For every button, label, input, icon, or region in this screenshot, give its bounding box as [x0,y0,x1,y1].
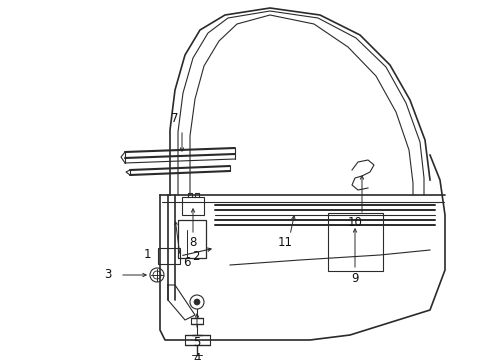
Bar [328,213,383,271]
Text: 9: 9 [351,271,359,284]
Text: 5: 5 [194,336,201,348]
Text: 7: 7 [171,112,179,125]
Text: 8: 8 [189,235,196,248]
Bar [158,248,180,264]
Text: 4: 4 [193,351,201,360]
Text: 6: 6 [183,256,191,270]
Text: 2: 2 [192,249,200,262]
Text: 1: 1 [143,248,151,261]
Circle shape [194,299,200,305]
Text: 3: 3 [104,269,112,282]
Text: 10: 10 [347,216,363,229]
Text: 11: 11 [277,235,293,248]
Bar [182,197,204,215]
Bar [178,220,206,258]
